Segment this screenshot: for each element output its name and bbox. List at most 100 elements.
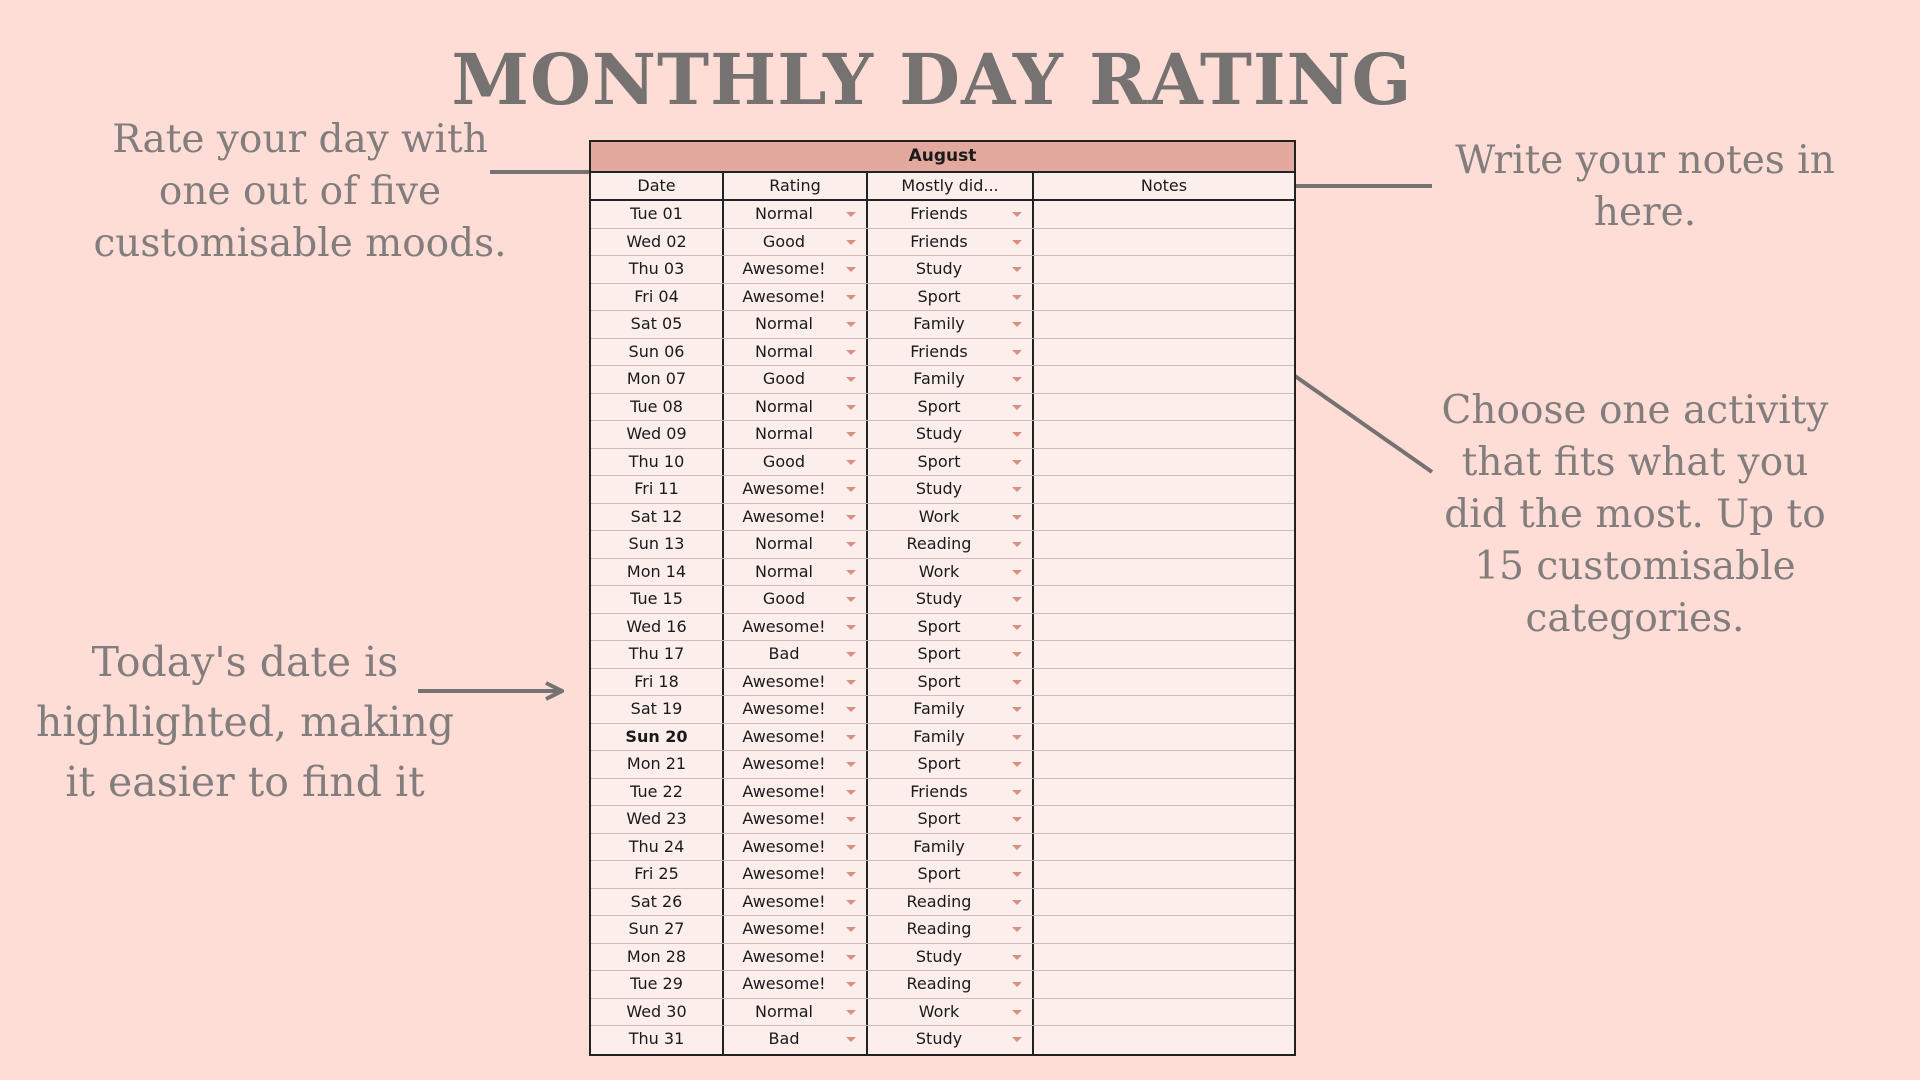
rating-dropdown[interactable]: Normal <box>724 201 868 228</box>
chevron-down-icon[interactable] <box>1012 707 1022 712</box>
date-cell[interactable]: Sat 12 <box>591 503 724 530</box>
chevron-down-icon[interactable] <box>1012 459 1022 465</box>
chevron-down-icon[interactable] <box>1012 789 1022 795</box>
chevron-down-icon[interactable] <box>1012 514 1022 520</box>
rating-dropdown[interactable]: Awesome! <box>724 613 868 640</box>
date-cell[interactable]: Thu 03 <box>591 256 724 283</box>
rating-dropdown[interactable]: Normal <box>724 998 868 1025</box>
notes-cell[interactable] <box>1034 256 1294 283</box>
chevron-down-icon[interactable] <box>846 294 856 300</box>
notes-cell[interactable] <box>1034 724 1294 751</box>
chevron-down-icon[interactable] <box>846 432 856 437</box>
notes-cell[interactable] <box>1034 751 1294 778</box>
date-cell[interactable]: Sat 05 <box>591 311 724 338</box>
rating-dropdown[interactable]: Normal <box>724 421 868 448</box>
chevron-down-icon[interactable] <box>846 734 856 740</box>
activity-dropdown[interactable]: Friends <box>868 338 1034 365</box>
chevron-down-icon[interactable] <box>846 844 856 850</box>
date-cell[interactable]: Thu 24 <box>591 833 724 860</box>
chevron-down-icon[interactable] <box>846 1037 856 1042</box>
date-cell[interactable]: Wed 16 <box>591 613 724 640</box>
notes-cell[interactable] <box>1034 944 1294 971</box>
notes-cell[interactable] <box>1034 366 1294 393</box>
chevron-down-icon[interactable] <box>1012 982 1022 987</box>
notes-cell[interactable] <box>1034 339 1294 366</box>
date-cell[interactable]: Mon 07 <box>591 366 724 393</box>
rating-dropdown[interactable]: Good <box>724 448 868 475</box>
activity-dropdown[interactable]: Work <box>868 558 1034 585</box>
chevron-down-icon[interactable] <box>846 514 856 520</box>
notes-cell[interactable] <box>1034 201 1294 228</box>
chevron-down-icon[interactable] <box>1012 569 1022 575</box>
chevron-down-icon[interactable] <box>1012 679 1022 685</box>
chevron-down-icon[interactable] <box>846 899 856 905</box>
activity-dropdown[interactable]: Sport <box>868 861 1034 888</box>
notes-cell[interactable] <box>1034 696 1294 723</box>
rating-dropdown[interactable]: Normal <box>724 558 868 585</box>
chevron-down-icon[interactable] <box>1012 322 1022 327</box>
chevron-down-icon[interactable] <box>1012 267 1022 272</box>
date-cell[interactable]: Fri 18 <box>591 668 724 695</box>
notes-cell[interactable] <box>1034 916 1294 943</box>
rating-dropdown[interactable]: Normal <box>724 311 868 338</box>
activity-dropdown[interactable]: Sport <box>868 751 1034 778</box>
notes-cell[interactable] <box>1034 614 1294 641</box>
rating-dropdown[interactable]: Awesome! <box>724 503 868 530</box>
activity-dropdown[interactable]: Sport <box>868 641 1034 668</box>
chevron-down-icon[interactable] <box>1012 652 1022 657</box>
activity-dropdown[interactable]: Family <box>868 833 1034 860</box>
rating-dropdown[interactable]: Awesome! <box>724 778 868 805</box>
chevron-down-icon[interactable] <box>1012 872 1022 877</box>
chevron-down-icon[interactable] <box>1012 432 1022 437</box>
chevron-down-icon[interactable] <box>1012 377 1022 382</box>
activity-dropdown[interactable]: Study <box>868 943 1034 970</box>
activity-dropdown[interactable]: Study <box>868 586 1034 613</box>
notes-cell[interactable] <box>1034 971 1294 998</box>
chevron-down-icon[interactable] <box>1012 844 1022 850</box>
notes-cell[interactable] <box>1034 449 1294 476</box>
chevron-down-icon[interactable] <box>1012 817 1022 822</box>
notes-cell[interactable] <box>1034 394 1294 421</box>
chevron-down-icon[interactable] <box>846 1009 856 1015</box>
notes-cell[interactable] <box>1034 476 1294 503</box>
notes-cell[interactable] <box>1034 531 1294 558</box>
activity-dropdown[interactable]: Family <box>868 366 1034 393</box>
notes-cell[interactable] <box>1034 284 1294 311</box>
date-cell[interactable]: Sun 13 <box>591 531 724 558</box>
rating-dropdown[interactable]: Awesome! <box>724 476 868 503</box>
date-cell[interactable]: Thu 10 <box>591 448 724 475</box>
date-cell[interactable]: Mon 28 <box>591 943 724 970</box>
activity-dropdown[interactable]: Sport <box>868 393 1034 420</box>
chevron-down-icon[interactable] <box>1012 927 1022 932</box>
chevron-down-icon[interactable] <box>846 569 856 575</box>
date-cell[interactable]: Sun 27 <box>591 916 724 943</box>
date-cell[interactable]: Wed 09 <box>591 421 724 448</box>
notes-cell[interactable] <box>1034 1026 1294 1054</box>
activity-dropdown[interactable]: Sport <box>868 806 1034 833</box>
rating-dropdown[interactable]: Bad <box>724 641 868 668</box>
date-cell[interactable]: Wed 02 <box>591 228 724 255</box>
activity-dropdown[interactable]: Study <box>868 1026 1034 1054</box>
rating-dropdown[interactable]: Awesome! <box>724 888 868 915</box>
chevron-down-icon[interactable] <box>846 652 856 657</box>
date-cell[interactable]: Tue 01 <box>591 201 724 228</box>
chevron-down-icon[interactable] <box>846 267 856 272</box>
notes-cell[interactable] <box>1034 779 1294 806</box>
notes-cell[interactable] <box>1034 889 1294 916</box>
rating-dropdown[interactable]: Normal <box>724 338 868 365</box>
activity-dropdown[interactable]: Family <box>868 696 1034 723</box>
chevron-down-icon[interactable] <box>846 817 856 822</box>
notes-cell[interactable] <box>1034 861 1294 888</box>
activity-dropdown[interactable]: Friends <box>868 778 1034 805</box>
date-cell[interactable]: Wed 30 <box>591 998 724 1025</box>
rating-dropdown[interactable]: Awesome! <box>724 971 868 998</box>
chevron-down-icon[interactable] <box>1012 734 1022 740</box>
activity-dropdown[interactable]: Sport <box>868 668 1034 695</box>
chevron-down-icon[interactable] <box>846 597 856 602</box>
activity-dropdown[interactable]: Study <box>868 256 1034 283</box>
chevron-down-icon[interactable] <box>846 487 856 492</box>
notes-cell[interactable] <box>1034 641 1294 668</box>
notes-cell[interactable] <box>1034 311 1294 338</box>
chevron-down-icon[interactable] <box>1012 404 1022 410</box>
chevron-down-icon[interactable] <box>1012 954 1022 960</box>
